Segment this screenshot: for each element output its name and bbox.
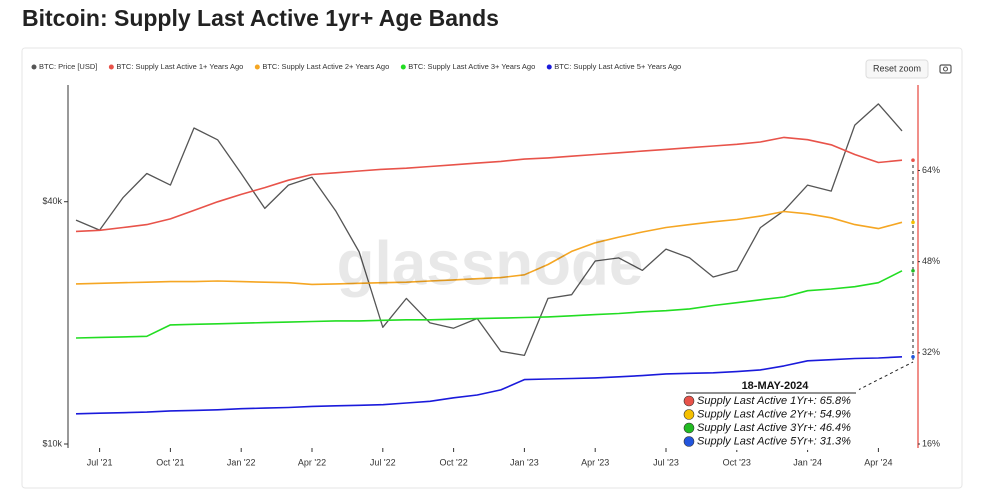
tooltip-value: 65.8%	[820, 395, 851, 407]
x-tick-label: Jan '23	[510, 457, 539, 467]
tooltip-label: Supply Last Active 5Yr+:	[697, 435, 817, 447]
x-tick-label: Jul '23	[653, 457, 679, 467]
watermark: glassnode	[337, 229, 644, 298]
y-tick-label: $40k	[42, 196, 62, 206]
y2-tick-label: 64%	[922, 165, 940, 175]
tooltip-label: Supply Last Active 2Yr+:	[697, 408, 817, 420]
tooltip-dot	[683, 409, 695, 420]
tooltip-value: 46.4%	[820, 422, 851, 434]
series-line	[75, 103, 903, 357]
y2-tick-label: 16%	[922, 438, 940, 448]
page-title: Bitcoin: Supply Last Active 1yr+ Age Ban…	[22, 5, 499, 31]
legend-swatch	[254, 64, 260, 70]
x-tick-label: Apr '23	[581, 457, 609, 467]
tooltip-date: 18-MAY-2024	[742, 380, 810, 392]
legend-swatch	[400, 64, 406, 70]
tooltip-box	[683, 378, 859, 450]
tooltip-value: 54.9%	[820, 408, 851, 420]
legend-swatch	[108, 64, 114, 70]
tooltip-value: 31.3%	[820, 435, 851, 447]
y2-tick-label: 48%	[922, 256, 940, 266]
tooltip-dot	[683, 422, 695, 434]
crosshair-point	[911, 220, 915, 225]
legend-swatch	[31, 64, 37, 70]
legend-swatch	[546, 64, 552, 70]
x-tick-label: Oct '21	[156, 457, 184, 467]
crosshair-point	[911, 158, 915, 163]
y-tick-label: $10k	[42, 438, 62, 448]
reset-zoom-button[interactable]	[865, 59, 929, 79]
tooltip-pointer	[857, 361, 914, 391]
series-line	[75, 356, 903, 415]
series-line	[75, 210, 903, 286]
tooltip-dot	[683, 395, 695, 407]
tooltip-label: Supply Last Active 1Yr+:	[697, 395, 817, 407]
x-tick-label: Jan '22	[227, 457, 256, 467]
crosshair-point	[911, 268, 915, 273]
crosshair-point	[911, 355, 915, 359]
x-tick-label: Apr '24	[864, 457, 892, 467]
legend-label: BTC: Supply Last Active 5+ Years Ago	[554, 62, 681, 71]
legend-label: BTC: Supply Last Active 3+ Years Ago	[408, 62, 535, 71]
x-tick-label: Jul '21	[87, 457, 113, 467]
x-tick-label: Oct '22	[439, 457, 467, 467]
x-tick-label: Oct '23	[723, 457, 751, 467]
camera-icon[interactable]	[939, 64, 952, 74]
legend-label: BTC: Supply Last Active 1+ Years Ago	[116, 62, 243, 71]
x-tick-label: Jul '22	[370, 457, 396, 467]
series-line	[75, 270, 903, 339]
y2-tick-label: 32%	[922, 347, 940, 357]
tooltip: 18-MAY-2024 Supply Last Active 1Yr+: 65.8%…	[683, 378, 859, 450]
reset-zoom-label[interactable]: Reset zoom	[873, 63, 921, 73]
legend-label: BTC: Supply Last Active 2+ Years Ago	[262, 62, 389, 71]
legend-label: BTC: Price [USD]	[39, 62, 97, 71]
series-line	[75, 136, 903, 233]
x-tick-label: Jan '24	[793, 457, 822, 467]
x-tick-label: Apr '22	[298, 457, 326, 467]
tooltip-dot	[683, 436, 695, 447]
tooltip-label: Supply Last Active 3Yr+:	[697, 422, 817, 434]
